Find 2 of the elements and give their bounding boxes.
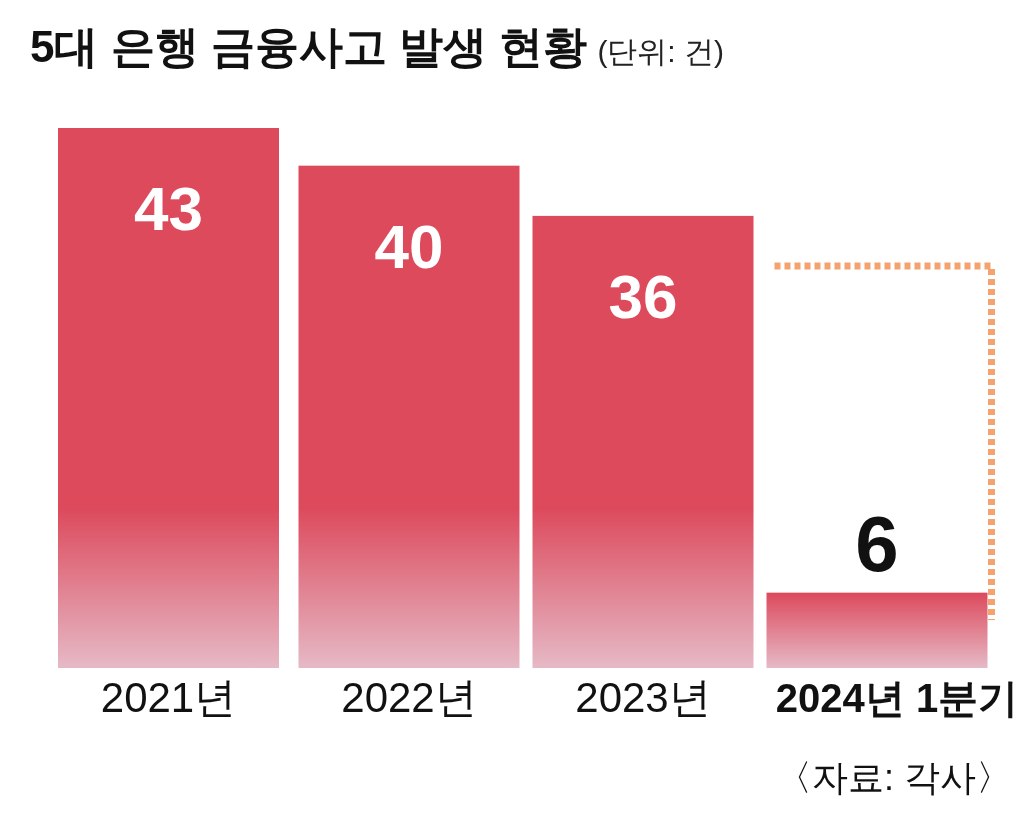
annotation: 〈자료: 각사〉 [776, 757, 1012, 798]
title: 5대 은행 금융사고 발생 현황 (단위: 건) [30, 22, 725, 71]
